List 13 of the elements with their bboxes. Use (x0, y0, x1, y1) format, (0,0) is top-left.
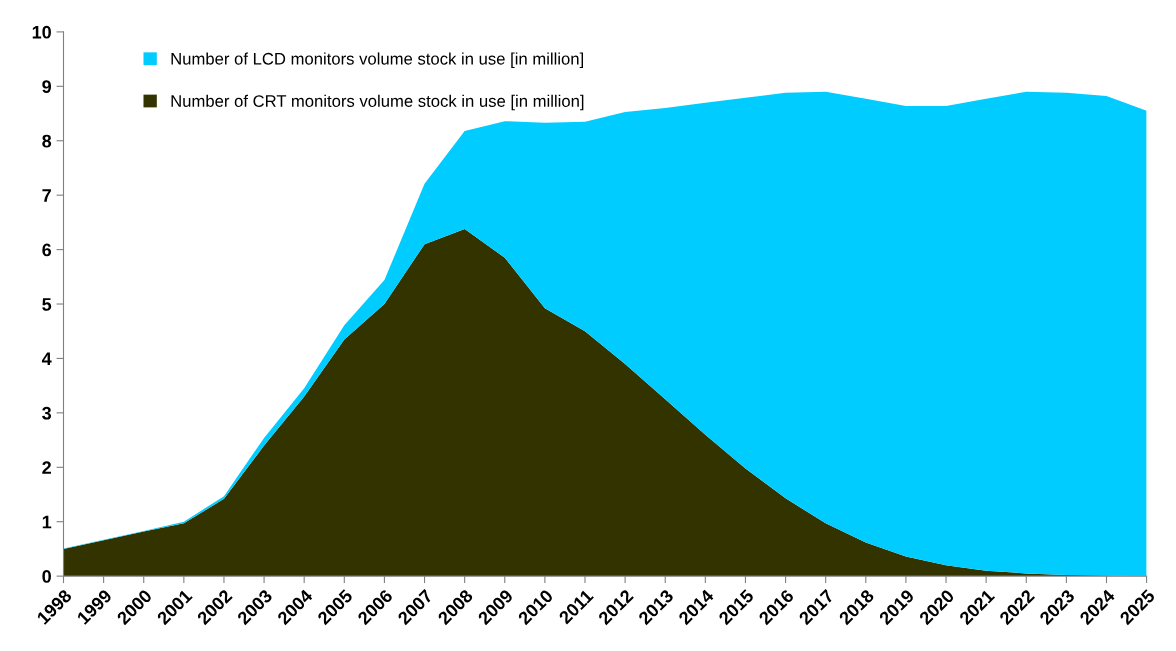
legend-label: Number of LCD monitors volume stock in use [in million] (171, 52, 584, 68)
y-tick-label: 9 (42, 80, 52, 94)
y-tick-label: 2 (42, 461, 51, 474)
y-tick-label: 1 (42, 515, 52, 529)
y-tick-label: 5 (42, 298, 52, 311)
y-tick-label: 7 (42, 189, 51, 202)
y-tick-label: 3 (42, 406, 52, 420)
y-tick-label: 8 (42, 134, 52, 148)
legend-label: Number of CRT monitors volume stock in use [in million] (171, 94, 584, 111)
y-tick-label: 4 (41, 352, 52, 365)
y-tick-label: 10 (32, 25, 51, 39)
y-tick-label: 0 (42, 570, 51, 583)
y-tick-label: 6 (42, 243, 52, 257)
